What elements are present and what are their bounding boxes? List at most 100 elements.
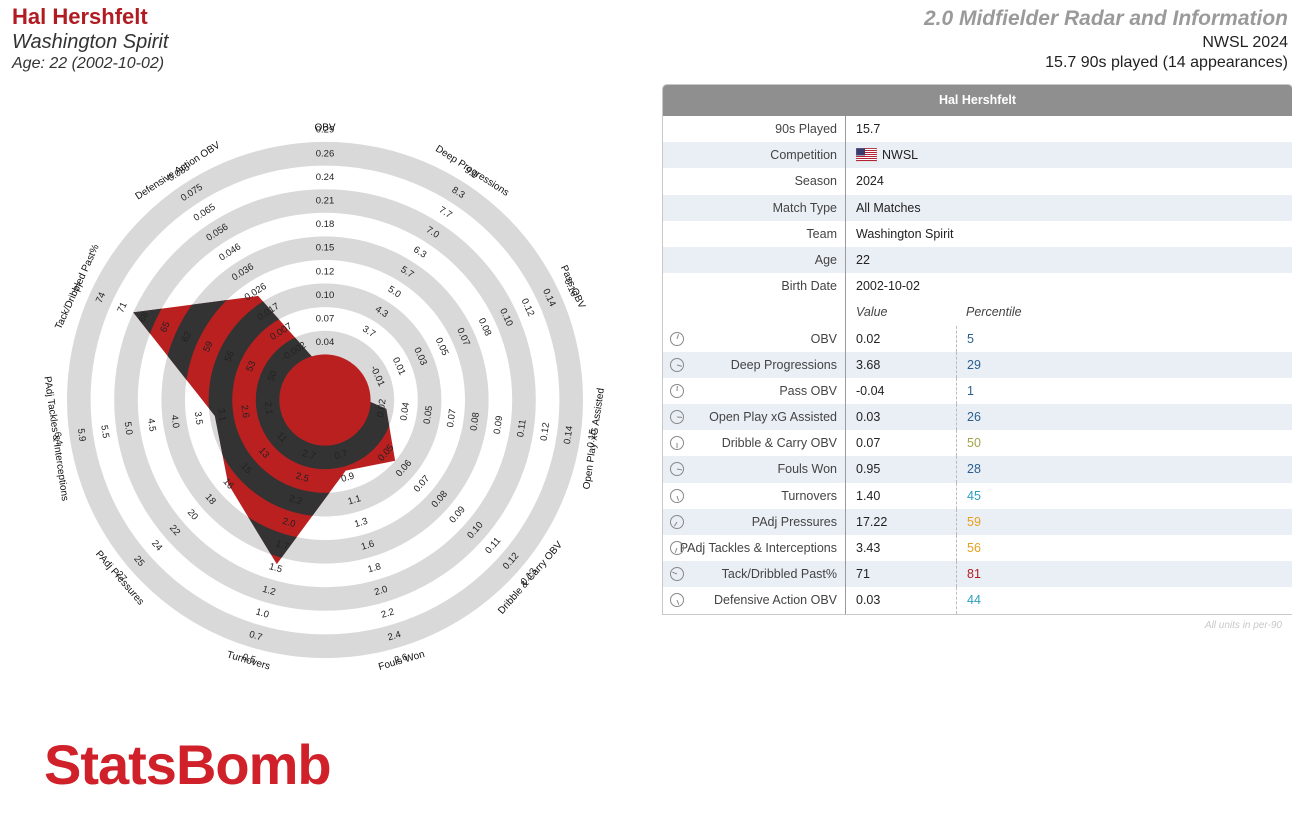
units-footnote: All units in per-90 xyxy=(1204,620,1282,631)
radar-tick-label: 0.12 xyxy=(316,266,335,277)
info-row: Team Washington Spirit xyxy=(663,220,1292,247)
player-header: Hal Hershfelt Washington Spirit Age: 22 … xyxy=(12,4,168,74)
metric-percentile: 59 xyxy=(956,508,1292,535)
metric-label: Pass OBV xyxy=(663,377,846,405)
info-label: Birth Date xyxy=(663,273,846,300)
info-rows: 90s Played 15.7 Competition NWSL Season 2024 M… xyxy=(663,116,1292,300)
radar-tick-label: 0.14 xyxy=(562,425,576,445)
info-row: Match Type All Matches xyxy=(663,194,1292,221)
metric-percentile: 29 xyxy=(956,351,1292,378)
radar-tick-label: 0.07 xyxy=(445,408,459,428)
metric-row: Fouls Won 0.95 28 xyxy=(663,456,1292,483)
radar-tick-label: 1.1 xyxy=(347,493,363,507)
info-blank xyxy=(956,247,1292,273)
radar-tick-label: 53 xyxy=(244,359,258,373)
radar-tick-label: 0.08 xyxy=(476,316,494,337)
info-blank xyxy=(956,195,1292,221)
radar-tick-label: 0.5 xyxy=(241,652,257,666)
metric-value: 0.03 xyxy=(856,410,881,425)
radar-tick-label: 74 xyxy=(94,291,108,305)
gauge-icon xyxy=(670,357,684,372)
gauge-icon xyxy=(670,488,684,503)
metric-label: Fouls Won xyxy=(663,456,846,483)
info-table-title: Hal Hershfelt xyxy=(663,85,1292,116)
radar-tick-label: 5.0 xyxy=(386,284,403,300)
metric-label: Turnovers xyxy=(663,482,846,509)
metric-header-blank xyxy=(663,299,846,326)
radar-tick-label: 59 xyxy=(201,340,215,354)
info-row: Competition NWSL xyxy=(663,142,1292,169)
radar-tick-label: 0.12 xyxy=(519,297,537,318)
radar-tick-label: 2.6 xyxy=(393,652,409,666)
radar-axis-label: OBV xyxy=(314,123,335,134)
metric-value: 71 xyxy=(856,567,870,582)
radar-tick-label: 1.0 xyxy=(254,606,270,620)
radar-tick-label: 1.2 xyxy=(261,584,277,598)
info-value: NWSL xyxy=(846,142,956,168)
metric-row: Dribble & Carry OBV 0.07 50 xyxy=(663,430,1292,457)
radar-tick-label: 71 xyxy=(115,300,129,314)
gauge-icon xyxy=(670,462,684,477)
radar-tick-label: 4.5 xyxy=(145,418,158,433)
info-blank xyxy=(956,273,1292,299)
metric-row: Deep Progressions 3.68 29 xyxy=(663,351,1292,378)
radar-tick-label: 3.1 xyxy=(215,408,228,423)
info-row: Birth Date 2002-10-02 xyxy=(663,273,1292,300)
radar-center-fill xyxy=(279,354,371,446)
radar-tick-label: 0.07 xyxy=(316,314,335,325)
info-label: Match Type xyxy=(663,194,846,221)
metric-value: 17.22 xyxy=(856,514,888,529)
competition-season: NWSL 2024 xyxy=(1202,34,1288,51)
us-flag-icon xyxy=(856,147,877,162)
radar-tick-label: 2.5 xyxy=(294,471,310,485)
team-name: Washington Spirit xyxy=(12,31,169,53)
player-name: Hal Hershfelt xyxy=(12,4,148,29)
radar-tick-label: 2.0 xyxy=(281,516,297,530)
radar-tick-label: 0.11 xyxy=(515,419,528,438)
radar-tick-label: 0.11 xyxy=(483,535,503,556)
radar-tick-label: 0.046 xyxy=(217,241,243,263)
radar-tick-label: 77 xyxy=(72,281,86,295)
info-blank xyxy=(956,116,1292,142)
metric-percentile: 81 xyxy=(956,561,1292,588)
radar-axis-label: PAdj Tackles & Interceptions xyxy=(41,376,70,502)
radar-tick-label: 0.26 xyxy=(316,148,335,159)
gauge-icon xyxy=(670,436,684,451)
radar-tick-label: 0.10 xyxy=(316,290,335,301)
metric-percentile: 56 xyxy=(956,535,1292,562)
metric-percentile: 45 xyxy=(956,482,1292,509)
radar-tick-label: 0.02 xyxy=(375,398,389,418)
info-row: Season 2024 xyxy=(663,168,1292,195)
info-value: 2002-10-02 xyxy=(856,279,920,294)
metric-row: PAdj Pressures 17.22 59 xyxy=(663,508,1292,535)
radar-tick-label: 5.0 xyxy=(122,421,135,436)
radar-tick-label: 0.15 xyxy=(585,428,599,448)
age-line: Age: 22 (2002-10-02) xyxy=(12,55,165,72)
radar-tick-label: 7.7 xyxy=(437,205,454,221)
info-blank xyxy=(956,168,1292,194)
info-label: Season xyxy=(663,168,846,195)
radar-chart: 0.04 0.07 0.10 0.12 0.15 0.18 0.21 0.24 0.26 0.29… xyxy=(41,123,607,673)
value-column-header: Value xyxy=(856,305,888,320)
radar-tick-label: 20 xyxy=(185,507,200,522)
info-value: 2024 xyxy=(856,174,884,189)
gauge-icon xyxy=(670,541,684,555)
metric-row: Turnovers 1.40 45 xyxy=(663,482,1292,509)
radar-tick-label: 4.0 xyxy=(168,414,181,429)
radar-tick-label: 0.08 xyxy=(468,412,482,432)
metric-row: PAdj Tackles & Interceptions 3.43 56 xyxy=(663,535,1292,562)
metric-value: 3.68 xyxy=(856,357,881,372)
metric-percentile: 5 xyxy=(956,325,1292,352)
radar-tick-label: 0.21 xyxy=(316,196,335,207)
radar-title: 2.0 Midfielder Radar and Information xyxy=(923,7,1288,30)
metric-row: Open Play xG Assisted 0.03 26 xyxy=(663,404,1292,431)
gauge-icon xyxy=(670,410,684,425)
metric-value: 0.02 xyxy=(856,331,881,346)
radar-tick-label: 65 xyxy=(158,320,172,334)
radar-tick-label: 1.8 xyxy=(367,561,383,575)
radar-tick-label: 0.04 xyxy=(398,402,412,422)
metric-value: 1.40 xyxy=(856,488,881,503)
radar-tick-label: 56 xyxy=(223,349,237,363)
radar-tick-label: 0.07 xyxy=(412,473,432,494)
radar-tick-label: 2.1 xyxy=(262,401,275,416)
